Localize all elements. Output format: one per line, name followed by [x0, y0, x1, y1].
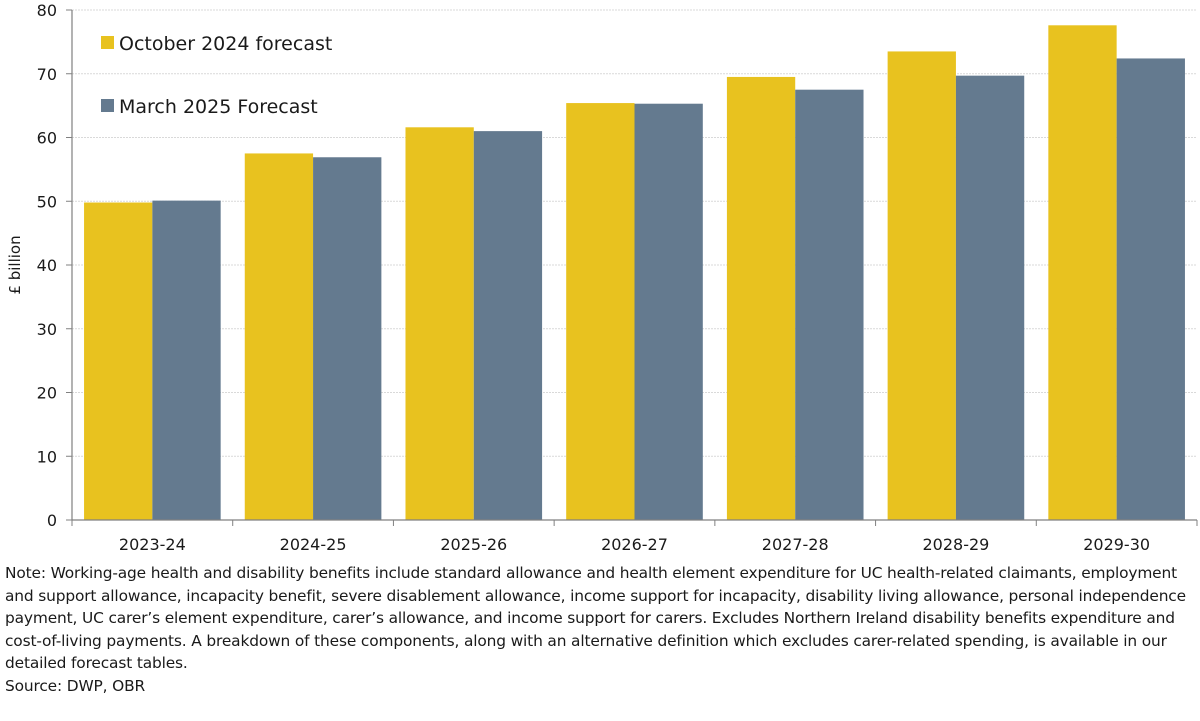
bar-march-2025-2025-26 [473, 131, 543, 520]
bar-october-2024-2026-27 [566, 103, 635, 520]
bar-march-2025-2023-24 [152, 200, 221, 521]
legend-swatch-october-2024 [101, 36, 114, 49]
legend: October 2024 forecast March 2025 Forecas… [101, 33, 332, 118]
y-tick-label: 10 [37, 447, 57, 466]
bar-october-2024-2027-28 [726, 76, 796, 520]
legend-swatch-march-2025 [101, 99, 114, 112]
legend-item-march-2025: March 2025 Forecast [101, 96, 318, 118]
y-tick-label: 50 [37, 192, 57, 211]
y-tick-label: 40 [37, 256, 57, 275]
bars [84, 25, 1185, 521]
bar-march-2025-2026-27 [634, 103, 703, 521]
y-axis-title: £ billion [6, 235, 24, 294]
y-tick-label: 60 [37, 129, 57, 148]
y-tick-label: 30 [37, 320, 57, 339]
bar-march-2025-2028-29 [955, 75, 1025, 520]
note-text: Note: Working-age health and disability … [5, 564, 1186, 673]
y-tick-label: 20 [37, 384, 57, 403]
legend-label-march-2025: March 2025 Forecast [119, 96, 318, 118]
x-tick-label: 2024-25 [280, 535, 347, 554]
x-tick-label: 2028-29 [922, 535, 989, 554]
legend-item-october-2024: October 2024 forecast [101, 33, 332, 55]
bar-october-2024-2025-26 [405, 127, 474, 521]
x-tick-label: 2029-30 [1083, 535, 1150, 554]
bar-march-2025-2029-30 [1116, 58, 1185, 520]
bar-october-2024-2029-30 [1048, 25, 1117, 521]
x-tick-label: 2026-27 [601, 535, 668, 554]
y-tick-label: 0 [47, 511, 57, 530]
y-tick-labels: 0 10 20 30 40 50 60 70 80 [37, 1, 57, 530]
axes [66, 9, 1198, 526]
legend-label-october-2024: October 2024 forecast [119, 33, 332, 55]
bar-march-2025-2024-25 [313, 157, 382, 520]
x-tick-label: 2025-26 [440, 535, 507, 554]
bar-october-2024-2028-29 [887, 51, 956, 520]
source-text: Source: DWP, OBR [5, 676, 146, 695]
bar-october-2024-2024-25 [244, 153, 314, 520]
y-tick-label: 80 [37, 1, 57, 20]
y-tick-label: 70 [37, 65, 57, 84]
x-tick-labels: 2023-24 2024-25 2025-26 2026-27 2027-28 2028-… [119, 535, 1150, 554]
x-tick-label: 2027-28 [762, 535, 829, 554]
chart-footnote: Note: Working-age health and disability … [5, 562, 1200, 698]
x-tick-label: 2023-24 [119, 535, 186, 554]
bar-march-2025-2027-28 [795, 89, 864, 520]
bar-october-2024-2023-24 [84, 202, 153, 520]
